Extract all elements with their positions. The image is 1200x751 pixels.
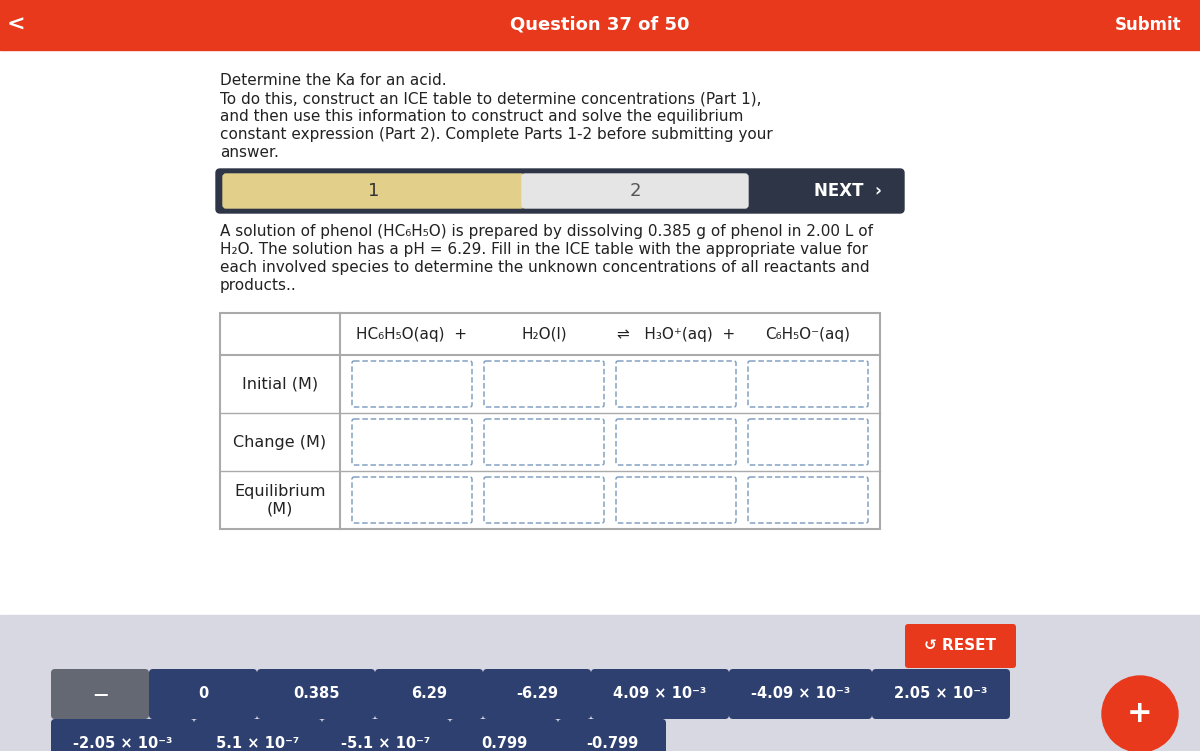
Bar (0, 0, 1200, 50)
Text: -6.29: -6.29 (516, 686, 558, 701)
Text: ⇌   H₃O⁺(aq)  +: ⇌ H₃O⁺(aq) + (617, 327, 736, 342)
Text: 1: 1 (368, 182, 379, 200)
Text: NEXT  ›: NEXT › (814, 182, 882, 200)
Text: HC₆H₅O(aq)  +: HC₆H₅O(aq) + (356, 327, 468, 342)
FancyBboxPatch shape (216, 169, 904, 213)
FancyBboxPatch shape (522, 174, 748, 208)
Text: H₂O(l): H₂O(l) (521, 327, 566, 342)
Text: 4.09 × 10⁻³: 4.09 × 10⁻³ (613, 686, 707, 701)
Bar (220, 313, 880, 355)
FancyBboxPatch shape (374, 669, 482, 719)
Text: 6.29: 6.29 (410, 686, 446, 701)
Text: —: — (92, 686, 107, 701)
Text: 0.385: 0.385 (293, 686, 340, 701)
FancyBboxPatch shape (616, 419, 736, 465)
Text: Submit: Submit (1115, 16, 1181, 34)
Text: ↺ RESET: ↺ RESET (924, 638, 996, 653)
Text: +: + (1127, 699, 1153, 728)
FancyBboxPatch shape (50, 669, 149, 719)
FancyBboxPatch shape (484, 477, 604, 523)
Text: A solution of phenol (HC₆H₅O) is prepared by dissolving 0.385 g of phenol in 2.0: A solution of phenol (HC₆H₅O) is prepare… (220, 224, 874, 239)
FancyBboxPatch shape (905, 624, 1016, 668)
FancyBboxPatch shape (748, 419, 868, 465)
FancyBboxPatch shape (352, 419, 472, 465)
Text: and then use this information to construct and solve the equilibrium: and then use this information to constru… (220, 109, 743, 124)
FancyBboxPatch shape (352, 477, 472, 523)
Bar (220, 355, 880, 529)
FancyBboxPatch shape (482, 669, 592, 719)
Text: 2: 2 (629, 182, 641, 200)
FancyBboxPatch shape (257, 669, 374, 719)
Text: <: < (7, 15, 25, 35)
Text: Question 37 of 50: Question 37 of 50 (510, 16, 690, 34)
Text: 5.1 × 10⁻⁷: 5.1 × 10⁻⁷ (216, 737, 300, 751)
Text: 2.05 × 10⁻³: 2.05 × 10⁻³ (894, 686, 988, 701)
Text: -4.09 × 10⁻³: -4.09 × 10⁻³ (751, 686, 850, 701)
FancyBboxPatch shape (352, 361, 472, 407)
FancyBboxPatch shape (450, 719, 558, 751)
Bar (0, 615, 1200, 751)
Text: 0: 0 (198, 686, 208, 701)
FancyBboxPatch shape (616, 361, 736, 407)
Text: -5.1 × 10⁻⁷: -5.1 × 10⁻⁷ (341, 737, 431, 751)
Text: Determine the Ka for an acid.: Determine the Ka for an acid. (220, 73, 446, 88)
Text: products..: products.. (220, 278, 296, 293)
FancyBboxPatch shape (484, 361, 604, 407)
Bar (0, 50, 1200, 615)
Text: Equilibrium
(M): Equilibrium (M) (234, 484, 325, 516)
FancyBboxPatch shape (616, 477, 736, 523)
FancyBboxPatch shape (223, 174, 524, 208)
Text: answer.: answer. (220, 145, 278, 160)
Text: To do this, construct an ICE table to determine concentrations (Part 1),: To do this, construct an ICE table to de… (220, 91, 762, 106)
FancyBboxPatch shape (748, 361, 868, 407)
Text: 0.799: 0.799 (481, 737, 527, 751)
Text: Initial (M): Initial (M) (242, 376, 318, 391)
Text: -0.799: -0.799 (586, 737, 638, 751)
Text: constant expression (Part 2). Complete Parts 1-2 before submitting your: constant expression (Part 2). Complete P… (220, 127, 773, 142)
FancyBboxPatch shape (484, 419, 604, 465)
FancyBboxPatch shape (322, 719, 450, 751)
FancyBboxPatch shape (748, 477, 868, 523)
FancyBboxPatch shape (50, 719, 194, 751)
FancyBboxPatch shape (872, 669, 1010, 719)
FancyBboxPatch shape (194, 719, 322, 751)
Circle shape (1102, 676, 1178, 751)
FancyBboxPatch shape (558, 719, 666, 751)
Text: -2.05 × 10⁻³: -2.05 × 10⁻³ (73, 737, 172, 751)
Text: each involved species to determine the unknown concentrations of all reactants a: each involved species to determine the u… (220, 260, 870, 275)
Text: Change (M): Change (M) (234, 435, 326, 450)
FancyBboxPatch shape (149, 669, 257, 719)
Bar (220, 313, 880, 529)
Text: H₂O. The solution has a pH = 6.29. Fill in the ICE table with the appropriate va: H₂O. The solution has a pH = 6.29. Fill … (220, 242, 868, 257)
FancyBboxPatch shape (592, 669, 730, 719)
FancyBboxPatch shape (730, 669, 872, 719)
Text: C₆H₅O⁻(aq): C₆H₅O⁻(aq) (766, 327, 851, 342)
